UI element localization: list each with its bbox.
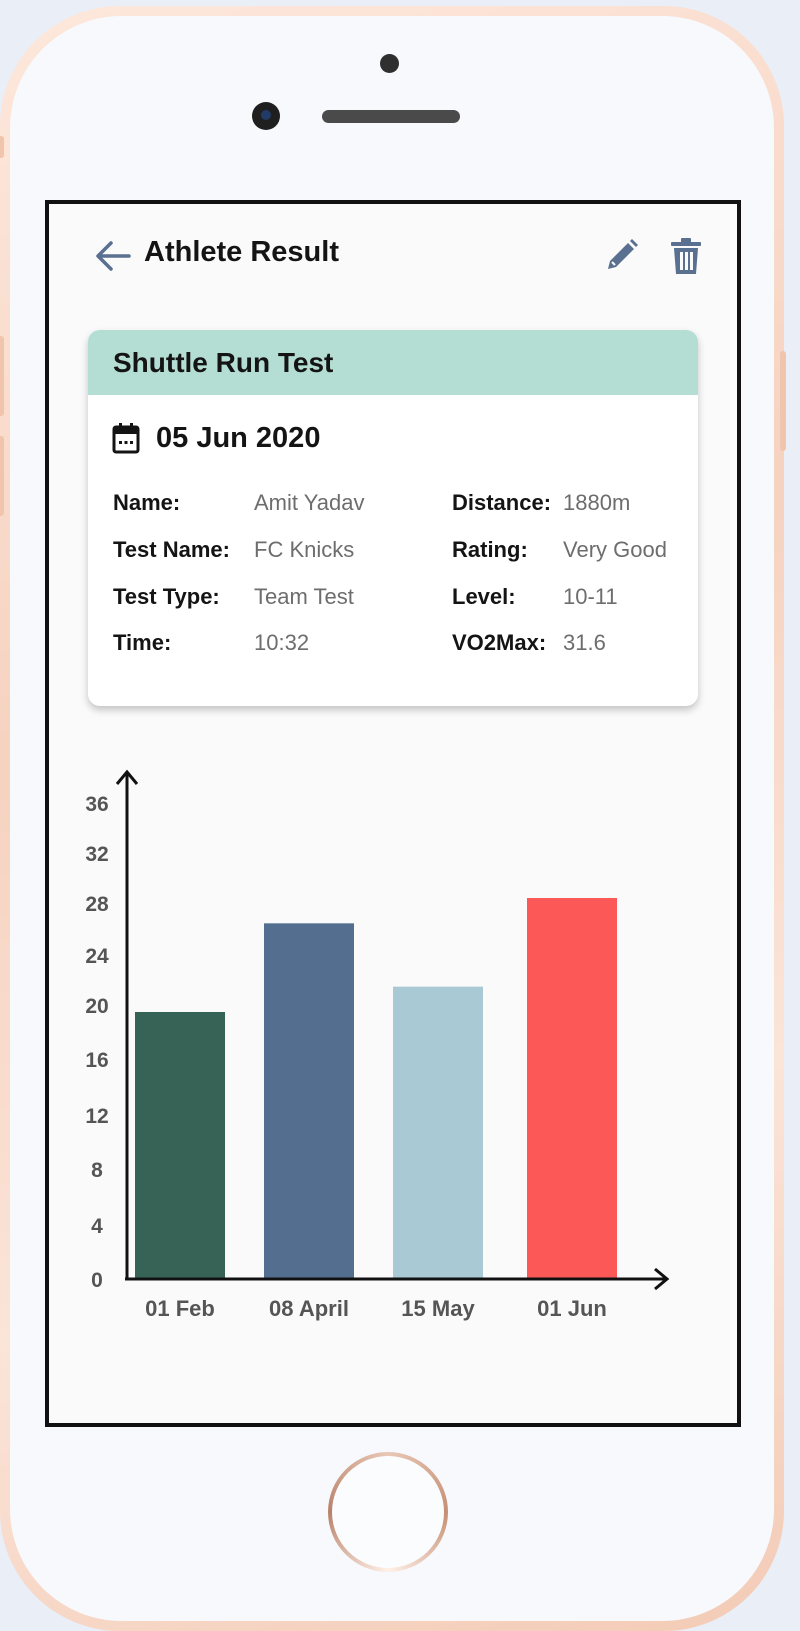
x-axis-arrow-icon	[654, 1267, 670, 1291]
level-label: Level:	[452, 584, 516, 609]
y-tick-label: 28	[85, 893, 109, 916]
distance-value: 1880m	[563, 490, 631, 515]
delete-trash-icon[interactable]	[670, 237, 702, 275]
bar-08-april[interactable]	[264, 923, 354, 1278]
x-tick-label: 08 April	[269, 1296, 349, 1321]
volume-button	[0, 436, 4, 516]
test-type-value: Team Test	[254, 584, 354, 609]
y-tick-label: 4	[91, 1215, 103, 1238]
y-axis-arrow-icon	[115, 769, 139, 785]
y-tick-label: 12	[85, 1105, 108, 1128]
home-button[interactable]	[328, 1452, 448, 1572]
proximity-sensor	[380, 54, 399, 73]
calendar-icon	[112, 423, 140, 454]
bar-01-feb[interactable]	[135, 1012, 225, 1278]
vo2max-value: 31.6	[563, 630, 606, 655]
y-tick-label: 32	[85, 843, 108, 866]
y-tick-label: 8	[91, 1159, 103, 1182]
earpiece-speaker	[322, 110, 460, 123]
name-value: Amit Yadav	[254, 490, 365, 515]
y-tick-label: 16	[85, 1049, 108, 1072]
front-camera	[252, 102, 280, 130]
card-header: Shuttle Run Test	[88, 330, 698, 395]
test-name-value: FC Knicks	[254, 537, 355, 562]
side-button	[0, 136, 4, 158]
x-tick-label: 15 May	[401, 1296, 475, 1321]
distance-label: Distance:	[452, 490, 552, 515]
y-tick-label: 20	[85, 995, 108, 1018]
vo2max-label: VO2Max:	[452, 630, 547, 655]
results-bar-chart: 0 4 8 12 16 20 24 28 32 36 01 Feb 08 April 15 May 01…	[85, 769, 670, 1321]
top-bar: Athlete Result	[49, 204, 737, 304]
bar-15-may[interactable]	[393, 986, 483, 1278]
x-tick-label: 01 Feb	[145, 1296, 215, 1321]
y-tick-label: 0	[91, 1269, 103, 1292]
result-card: Shuttle Run Test 05 Jun 2020 Name: Amit …	[88, 330, 698, 706]
edit-pencil-icon[interactable]	[604, 237, 640, 273]
page-title: Athlete Result	[144, 236, 339, 268]
back-arrow-icon[interactable]	[93, 238, 133, 274]
y-tick-label: 36	[85, 793, 108, 816]
name-label: Name:	[113, 490, 181, 515]
test-name-label: Test Name:	[113, 537, 230, 562]
test-type-label: Test Type:	[113, 584, 220, 609]
volume-button	[0, 336, 4, 416]
level-value: 10-11	[563, 584, 618, 609]
test-date: 05 Jun 2020	[156, 422, 321, 454]
y-tick-label: 24	[85, 945, 109, 968]
bar-01-jun[interactable]	[527, 898, 617, 1278]
test-title: Shuttle Run Test	[113, 347, 334, 378]
time-label: Time:	[113, 630, 172, 655]
rating-label: Rating:	[452, 537, 528, 562]
x-tick-label: 01 Jun	[537, 1296, 607, 1321]
app-screen: Athlete Result Shuttle Run Test	[45, 200, 741, 1427]
time-value: 10:32	[254, 630, 310, 655]
rating-value: Very Good	[563, 537, 667, 562]
power-button	[780, 351, 786, 451]
